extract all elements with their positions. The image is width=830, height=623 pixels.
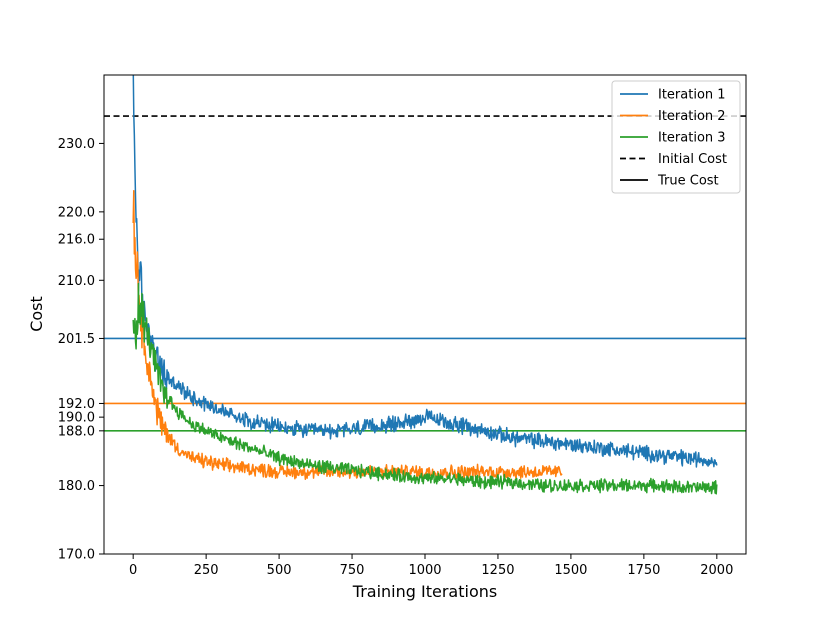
x-tick-label: 1000	[408, 563, 441, 578]
x-tick-label: 0	[129, 563, 137, 578]
x-tick-label: 500	[267, 563, 292, 578]
legend-entry: Iteration 3	[658, 131, 726, 146]
series-line-2	[132, 190, 563, 481]
y-tick-label: 230.0	[58, 137, 95, 152]
legend-entry: Iteration 2	[658, 109, 726, 124]
legend-entry: Initial Cost	[658, 152, 727, 167]
x-tick-label: 2000	[700, 563, 733, 578]
legend-entry: Iteration 1	[658, 88, 726, 103]
x-tick-label: 750	[340, 563, 365, 578]
y-tick-label: 188.0	[58, 424, 95, 439]
legend: Iteration 1 Iteration 2 Iteration 3 Initial…	[611, 80, 741, 194]
x-tick-label: 1500	[554, 563, 587, 578]
x-tick-label: 250	[194, 563, 219, 578]
y-tick-label: 192.0	[58, 397, 95, 412]
y-tick-label: 170.0	[58, 548, 95, 563]
series-line-1	[132, 75, 718, 468]
x-axis-label: Training Iterations	[352, 582, 497, 601]
y-tick-label: 180.0	[58, 479, 95, 494]
y-tick-label: 210.0	[58, 274, 95, 289]
legend-entry: True Cost	[657, 174, 719, 189]
y-tick-label: 220.0	[58, 205, 95, 220]
y-tick-label: 190.0	[58, 411, 95, 426]
series-line-3	[132, 282, 718, 495]
y-axis-label: Cost	[27, 296, 46, 332]
y-tick-label: 201.5	[58, 332, 95, 347]
plot-lines	[104, 75, 746, 495]
x-tick-label: 1750	[627, 563, 660, 578]
x-tick-label: 1250	[481, 563, 514, 578]
x-axis: 0 250 500 750 1000 1250 1500 1750 2000	[129, 554, 733, 578]
y-tick-label: 216.0	[58, 233, 95, 248]
legend-box	[611, 80, 741, 194]
plot-area	[103, 74, 747, 555]
